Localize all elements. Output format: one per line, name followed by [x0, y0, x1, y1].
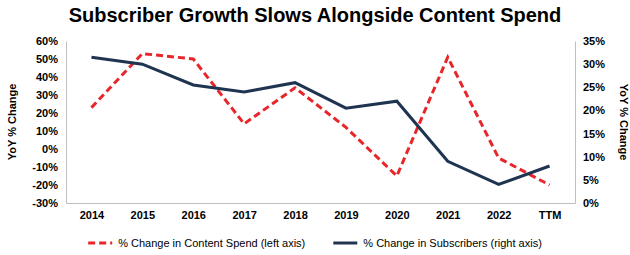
plot: -30% -20% -10% 0% 10% 20% 30% 40% 50% 60% 0% 5% 10% 1…	[32, 35, 605, 221]
tick-label: 2016	[182, 209, 206, 221]
tick: 15%	[575, 128, 605, 140]
tick-label: -20%	[32, 179, 58, 191]
tick: -10%	[32, 161, 66, 173]
tick-label: 20%	[36, 107, 58, 119]
legend-swatch	[333, 242, 357, 245]
tick: 0%	[575, 197, 599, 209]
legend: % Change in Content Spend (left axis) % C…	[88, 237, 542, 249]
tick-label: 0%	[42, 143, 58, 155]
tick: 2016	[182, 203, 206, 221]
tick: 5%	[575, 174, 599, 186]
tick-label: 25%	[583, 81, 605, 93]
tick: -30%	[32, 197, 66, 209]
tick-label: 30%	[583, 58, 605, 70]
tick-label: 2018	[283, 209, 307, 221]
legend-label: % Change in Content Spend (left axis)	[118, 237, 305, 249]
tick: 10%	[36, 125, 66, 137]
tick: 60%	[36, 35, 66, 47]
tick: 2022	[487, 203, 511, 221]
tick-label: 10%	[583, 151, 605, 163]
tick-label: 2014	[80, 209, 105, 221]
tick-label: 2017	[232, 209, 256, 221]
tick-label: 2020	[385, 209, 409, 221]
tick-label: 2015	[131, 209, 155, 221]
tick: 50%	[36, 53, 66, 65]
y2-axis: 0% 5% 10% 15% 20% 25% 30% 35%	[575, 35, 605, 209]
tick-label: 5%	[583, 174, 599, 186]
tick-label: -30%	[32, 197, 58, 209]
tick: 2014	[80, 203, 105, 221]
line	[91, 54, 549, 185]
tick: 35%	[575, 35, 605, 47]
tick: 2020	[385, 203, 409, 221]
tick: 2019	[334, 203, 358, 221]
axis-line	[67, 203, 576, 204]
series-group	[91, 54, 549, 185]
legend-swatch	[88, 242, 112, 245]
tick-label: TTM	[539, 209, 562, 221]
tick-label: 40%	[36, 71, 58, 83]
tick-label: 60%	[36, 35, 58, 47]
tick-label: 2021	[436, 209, 460, 221]
tick: -20%	[32, 179, 66, 191]
x-axis: 2014 2015 2016 2017 2018 2019 2020 2021 2022 TTM	[67, 203, 576, 221]
tick: TTM	[539, 203, 562, 221]
tick: 2015	[131, 203, 155, 221]
tick-label: -10%	[32, 161, 58, 173]
title: Subscriber Growth Slows Alongside Conten…	[69, 4, 562, 26]
tick-label: 2022	[487, 209, 511, 221]
tick-label: 15%	[583, 128, 605, 140]
y2-axis-title: YoY % Change	[618, 84, 630, 161]
tick-label: 0%	[583, 197, 599, 209]
y-axis: -30% -20% -10% 0% 10% 20% 30% 40% 50% 60%	[32, 35, 66, 209]
tick: 2018	[283, 203, 307, 221]
tick: 20%	[575, 104, 605, 116]
axis-line	[66, 42, 67, 204]
legend-item: % Change in Subscribers (right axis)	[333, 237, 542, 249]
tick-label: 10%	[36, 125, 58, 137]
tick-label: 35%	[583, 35, 605, 47]
legend-label: % Change in Subscribers (right axis)	[363, 237, 542, 249]
tick-label: 2019	[334, 209, 358, 221]
tick: 10%	[575, 151, 605, 163]
tick: 2017	[232, 203, 256, 221]
chart: Subscriber Growth Slows Alongside Conten…	[0, 0, 630, 255]
tick: 40%	[36, 71, 66, 83]
legend-item: % Change in Content Spend (left axis)	[88, 237, 305, 249]
tick: 25%	[575, 81, 605, 93]
tick: 0%	[42, 143, 66, 155]
tick-label: 20%	[583, 104, 605, 116]
tick: 20%	[36, 107, 66, 119]
tick: 30%	[575, 58, 605, 70]
axis-line	[575, 42, 576, 204]
tick-label: 30%	[36, 89, 58, 101]
line	[91, 57, 549, 184]
y-axis-title: YoY % Change	[6, 84, 18, 161]
tick: 2021	[436, 203, 460, 221]
tick-label: 50%	[36, 53, 58, 65]
tick: 30%	[36, 89, 66, 101]
